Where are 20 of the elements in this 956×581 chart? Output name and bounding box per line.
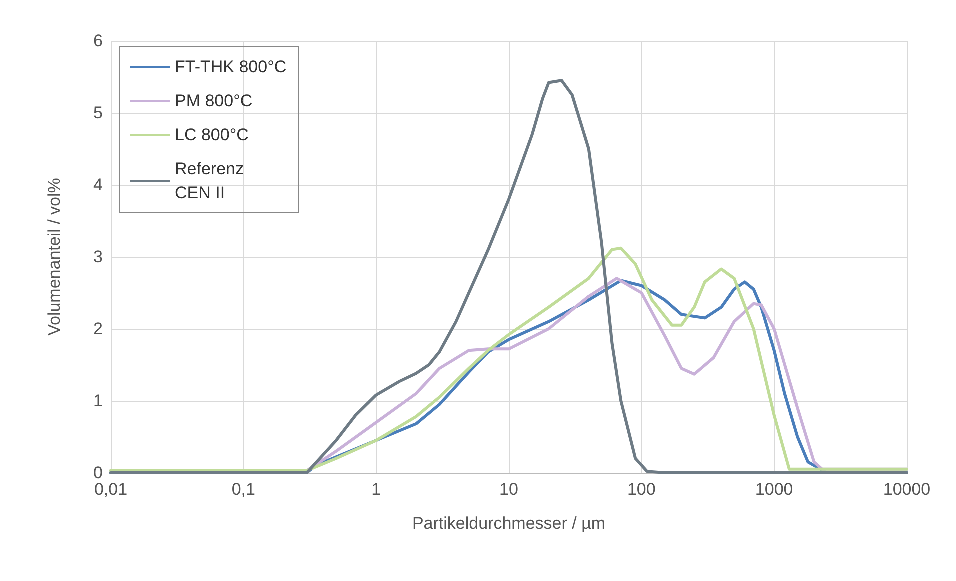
x-tick-label: 100 <box>627 480 656 499</box>
y-tick-label: 6 <box>94 32 103 50</box>
y-tick-label: 1 <box>94 392 103 410</box>
x-tick-label: 1000 <box>755 480 794 499</box>
y-tick-label: 2 <box>94 320 103 338</box>
x-tick-label: 10000 <box>883 480 931 499</box>
x-tick-label: 10 <box>500 480 518 499</box>
legend-label: Referenz CEN II <box>175 160 244 202</box>
y-tick-label: 0 <box>94 464 103 482</box>
y-tick-label: 4 <box>94 176 103 194</box>
legend-label: LC 800°C <box>175 126 249 144</box>
x-axis-title: Partikeldurchmesser / µm <box>412 514 606 533</box>
x-tick-label: 1 <box>372 480 382 499</box>
y-tick-label: 3 <box>94 248 103 266</box>
y-tick-label: 5 <box>94 104 103 122</box>
x-tick-label: 0,01 <box>94 480 128 499</box>
legend-label: FT-THK 800°C <box>175 58 287 76</box>
x-tick-label: 0,1 <box>232 480 256 499</box>
y-axis-title: Volumenanteil / vol% <box>45 178 64 336</box>
legend-label: PM 800°C <box>175 92 253 110</box>
